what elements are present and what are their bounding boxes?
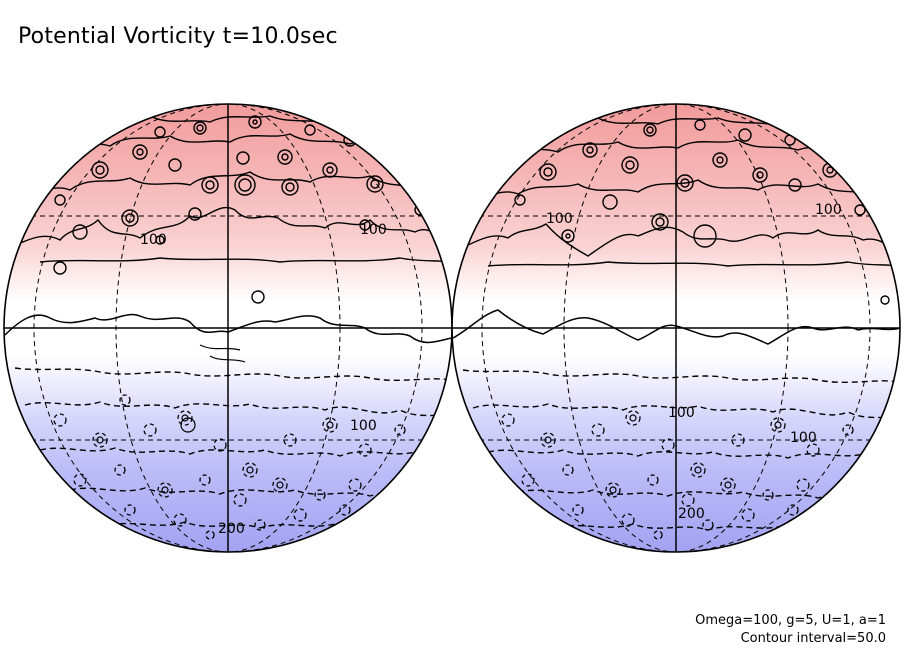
right-vortices-south	[501, 410, 854, 540]
contour-label: 100	[815, 202, 842, 218]
contour-label: 100	[140, 232, 167, 248]
right-globe-outline	[451, 103, 901, 553]
figure-footer: Omega=100, g=5, U=1, a=1 Contour interva…	[695, 612, 886, 648]
right-contours-south	[462, 369, 899, 531]
left-contours-south	[14, 367, 451, 529]
left-contours-north	[9, 115, 451, 263]
contour-label: 100	[668, 405, 695, 421]
right-equator-contour	[452, 309, 900, 345]
right-globe: 100 100 100 100 200	[451, 103, 901, 553]
contour-label: 200	[218, 521, 245, 537]
left-equator-contour	[4, 313, 452, 344]
right-vortices-south-core	[544, 414, 782, 494]
contour-label: 100	[546, 211, 573, 227]
left-vortices-south	[53, 394, 406, 540]
left-globe: 100 100 100 200	[3, 103, 453, 553]
contour-label: 200	[678, 506, 705, 522]
parameter-text: Omega=100, g=5, U=1, a=1	[695, 613, 886, 628]
contour-label: 100	[360, 222, 387, 238]
left-vortices-south-core	[96, 414, 334, 494]
plot-title: Potential Vorticity t=10.0sec	[18, 24, 338, 49]
contour-interval-text: Contour interval=50.0	[740, 631, 886, 646]
contour-label: 100	[790, 430, 817, 446]
contour-label: 100	[350, 418, 377, 434]
